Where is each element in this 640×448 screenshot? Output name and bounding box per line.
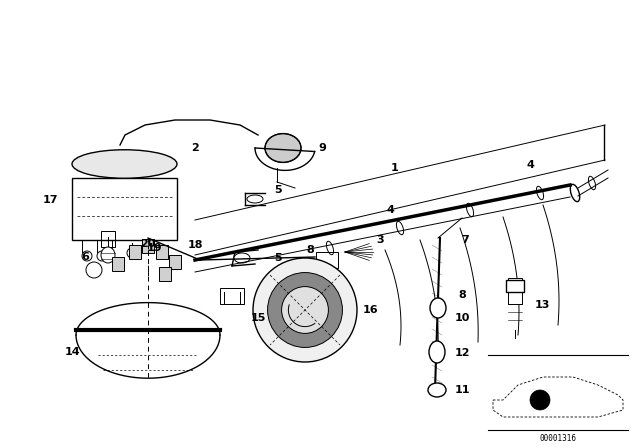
Text: 2: 2 (191, 143, 199, 153)
Bar (129, 245, 141, 259)
Ellipse shape (428, 383, 446, 397)
Text: 14: 14 (64, 347, 80, 357)
Bar (156, 245, 168, 259)
Bar (506, 280, 524, 292)
Circle shape (82, 251, 92, 261)
Bar (142, 239, 154, 253)
Text: 19: 19 (147, 243, 163, 253)
Ellipse shape (72, 150, 177, 178)
Text: 20: 20 (140, 239, 156, 249)
Text: 13: 13 (534, 300, 550, 310)
Text: 16: 16 (362, 305, 378, 315)
Text: 12: 12 (454, 348, 470, 358)
Bar (169, 255, 181, 269)
Circle shape (127, 248, 137, 258)
Bar (508, 278, 522, 304)
Text: 15: 15 (250, 313, 266, 323)
Text: 11: 11 (454, 385, 470, 395)
Text: 6: 6 (81, 252, 89, 262)
Circle shape (282, 287, 328, 333)
Text: 7: 7 (461, 235, 469, 245)
Text: 5: 5 (274, 253, 282, 263)
Bar (101, 231, 115, 247)
Ellipse shape (101, 247, 115, 263)
Circle shape (268, 272, 342, 348)
Bar (72, 178, 177, 240)
Bar (112, 257, 124, 271)
Text: 17: 17 (42, 195, 58, 205)
Text: 8: 8 (458, 290, 466, 300)
Text: 8: 8 (306, 245, 314, 255)
Ellipse shape (247, 195, 263, 203)
Circle shape (530, 390, 550, 410)
Ellipse shape (430, 298, 446, 318)
Text: 3: 3 (376, 235, 384, 245)
Text: 9: 9 (318, 143, 326, 153)
Text: 00001316: 00001316 (540, 434, 577, 443)
Text: 18: 18 (188, 240, 203, 250)
Bar (220, 288, 244, 304)
Ellipse shape (234, 253, 250, 263)
Text: 10: 10 (454, 313, 470, 323)
Text: 4: 4 (386, 205, 394, 215)
Circle shape (253, 258, 357, 362)
Text: 4: 4 (526, 160, 534, 170)
Ellipse shape (265, 134, 301, 162)
Text: 5: 5 (274, 185, 282, 195)
Bar (159, 267, 171, 281)
Bar (316, 252, 338, 268)
Circle shape (97, 251, 107, 261)
Text: 1: 1 (391, 163, 399, 173)
Ellipse shape (429, 341, 445, 363)
